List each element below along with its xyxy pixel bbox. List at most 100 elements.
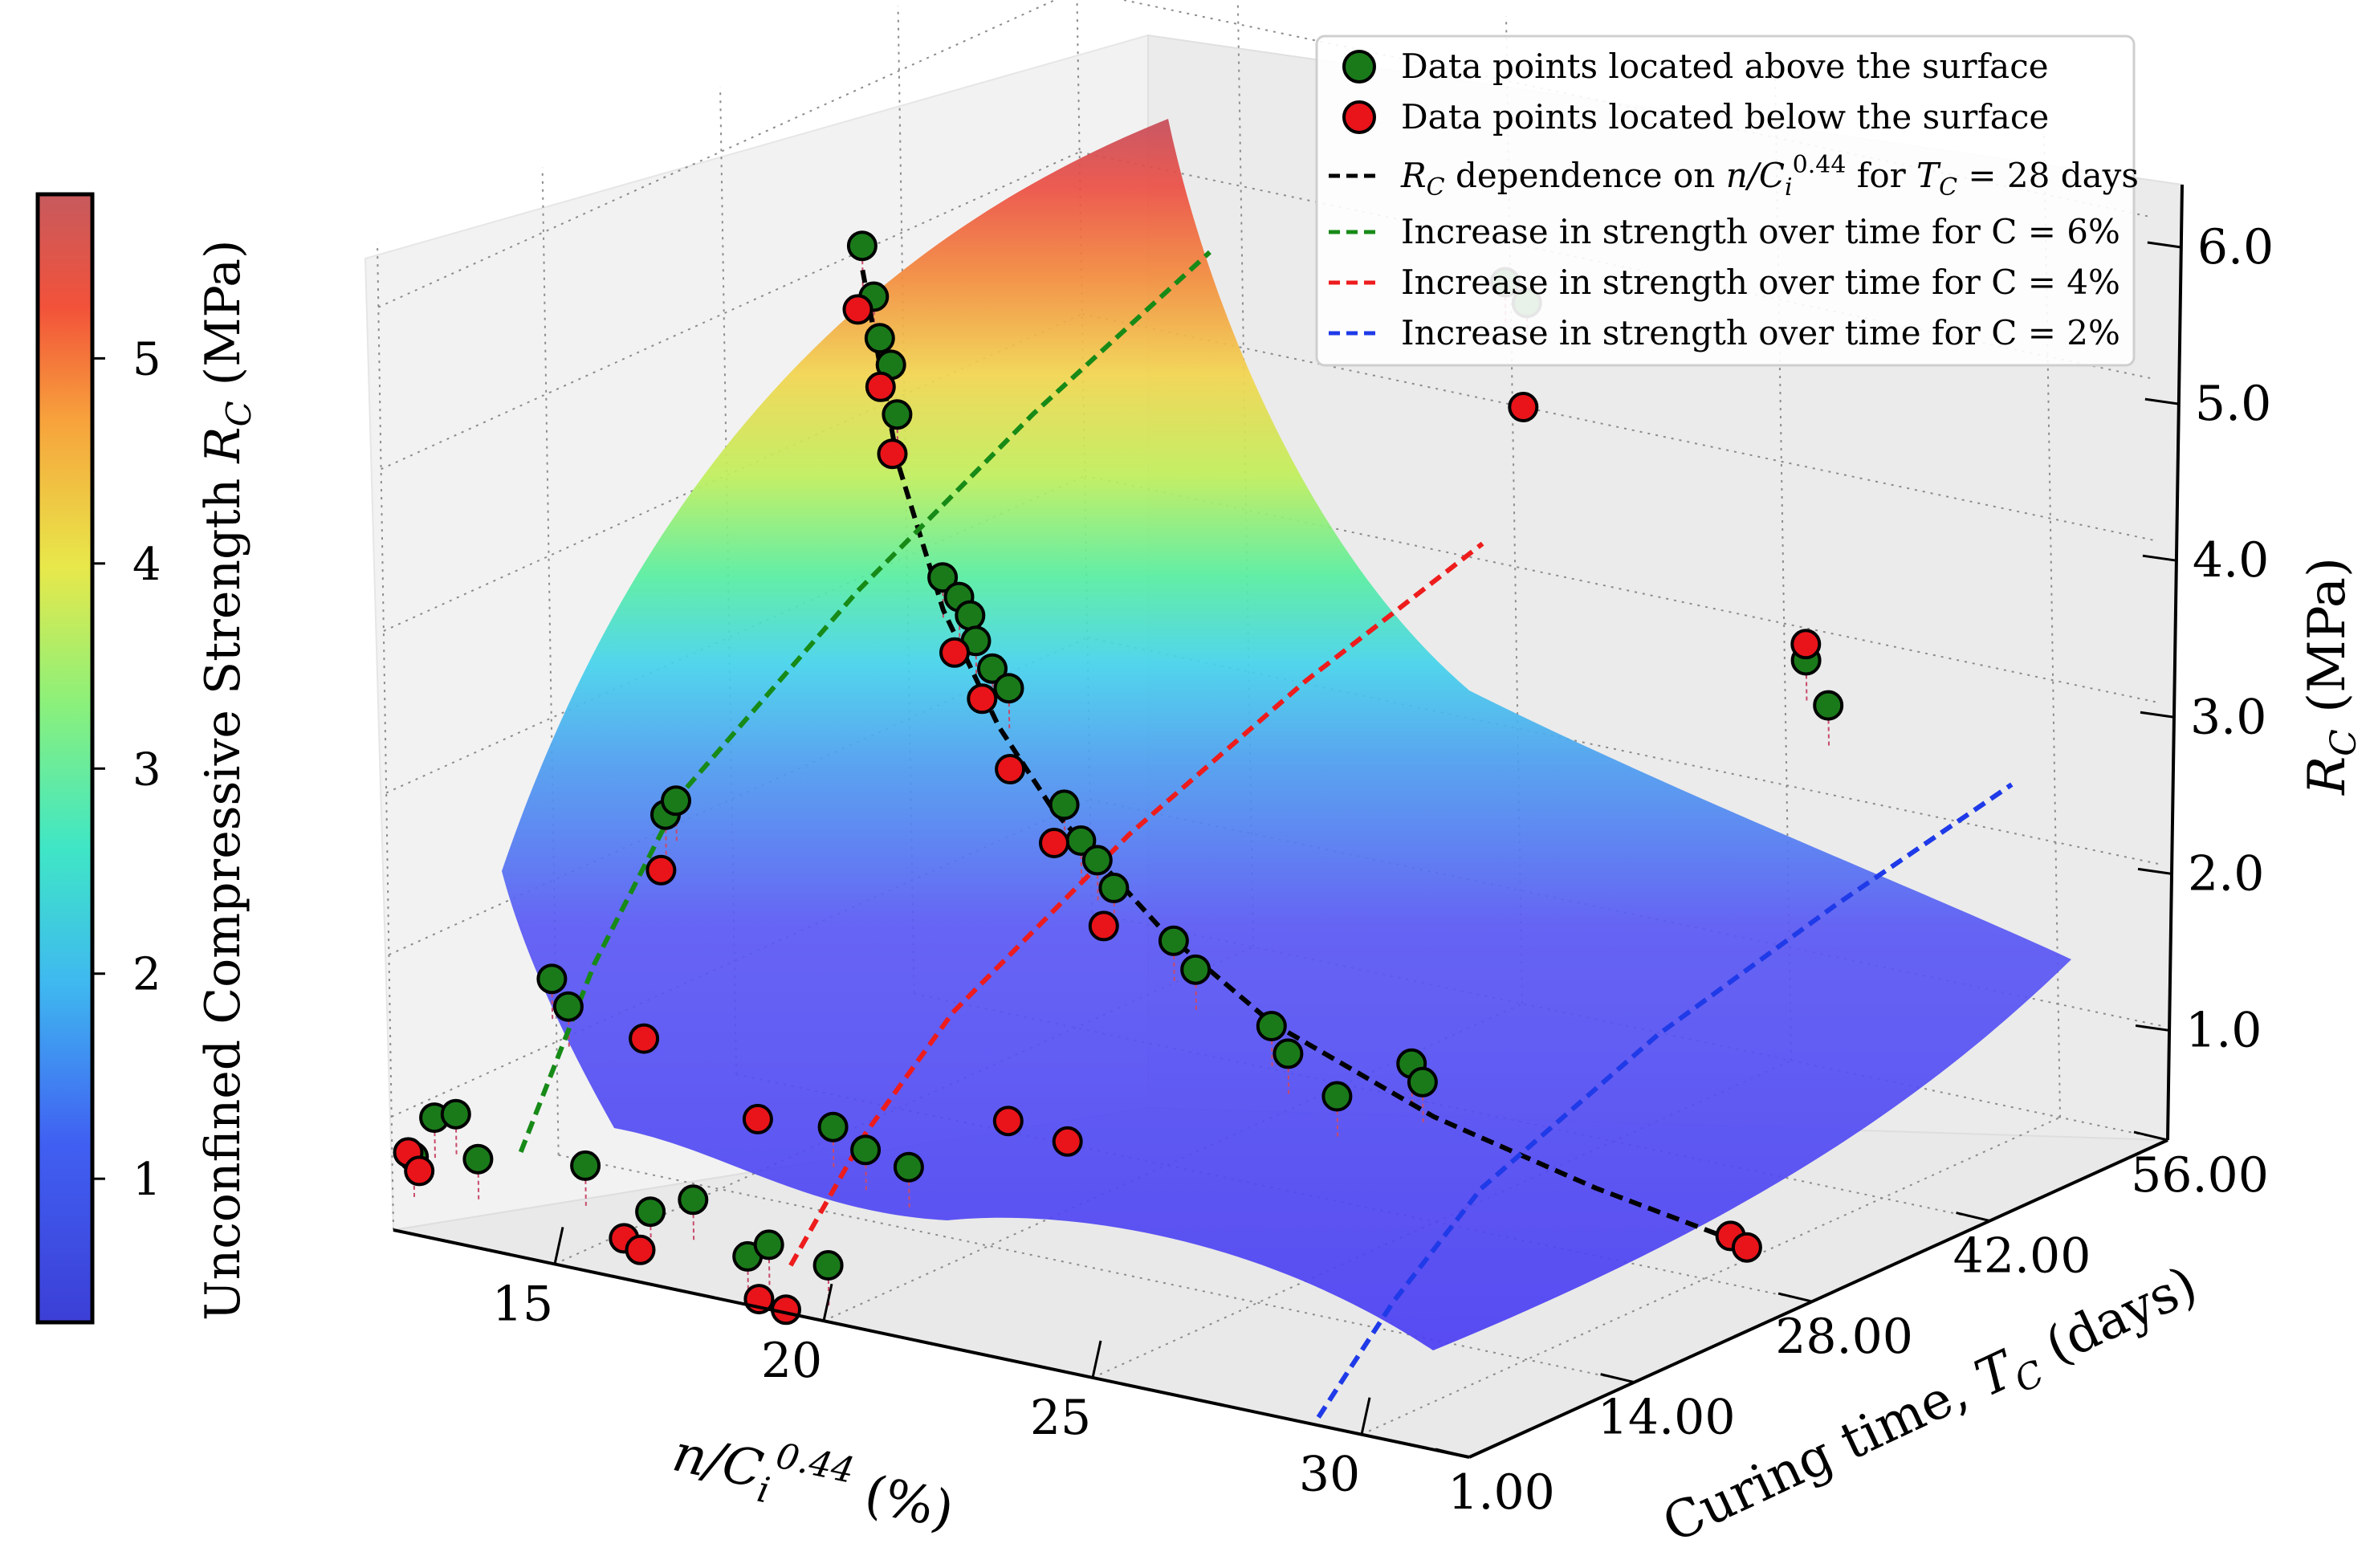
cbar-title-part-1: Unconfined Compressive Strength xyxy=(195,463,251,1321)
leg3-part-8: T xyxy=(1916,156,1941,195)
y-tick-label: 14.00 xyxy=(1598,1390,1736,1446)
y-tick-label: 28.00 xyxy=(1775,1309,1913,1365)
colorbar: 1 2 3 4 5 Unconfined Compressive Strength RC… xyxy=(35,192,259,1325)
colorbar-tick-label: 2 xyxy=(132,949,161,1001)
point-above xyxy=(1273,1038,1304,1069)
leg3-part-3: dependence on xyxy=(1445,156,1726,195)
point-above xyxy=(635,1196,666,1228)
curve-0 xyxy=(860,269,1732,1242)
colorbar-title: Unconfined Compressive Strength RC (MPa) xyxy=(195,240,259,1321)
x-tick-mark xyxy=(1360,1397,1371,1436)
x-title-part-1: n/C xyxy=(668,1423,768,1501)
legend: Data points located above the surface Da… xyxy=(1315,35,2139,367)
z-tick-label: 5.0 xyxy=(2195,376,2271,432)
point-above xyxy=(440,1098,471,1130)
legend-entry-28days: RC dependence on n/Ci0.44 for TC = 28 da… xyxy=(1329,151,2139,202)
z-tick-label: 4.0 xyxy=(2193,532,2269,589)
point-below xyxy=(877,438,908,470)
legend-text-c4: Increase in strength over time for C = 4… xyxy=(1401,263,2120,302)
point-above xyxy=(1081,845,1113,876)
point-above xyxy=(846,230,878,262)
leg3-part-1: R xyxy=(1400,156,1427,195)
legend-entry-above: Data points located above the surface xyxy=(1342,47,2049,86)
point-above xyxy=(1813,690,1844,721)
point-below xyxy=(842,294,873,325)
axis-lines xyxy=(393,184,2184,1459)
grid-floor-y xyxy=(914,992,1990,1222)
x-tick-label: 15 xyxy=(492,1276,553,1332)
z-tick-label: 3.0 xyxy=(2190,689,2266,745)
z-tick-mark xyxy=(2140,711,2175,719)
legend-box xyxy=(1315,35,2136,367)
grid-back-z xyxy=(1087,637,2164,866)
axis-ticks: 15 20 25 30 1.00 14.00 28.00 42.00 56.00 1.0 2.0 3.… xyxy=(492,219,2274,1521)
point-above xyxy=(864,323,895,354)
y-tick-label: 56.00 xyxy=(2131,1147,2269,1203)
point-above xyxy=(955,600,986,631)
point-above xyxy=(462,1143,494,1175)
point-below xyxy=(404,1155,435,1187)
legend-entry-c4: Increase in strength over time for C = 4… xyxy=(1329,263,2120,302)
z-axis-title: RC (MPa) xyxy=(2298,557,2364,796)
y-axis-line xyxy=(1468,1138,2168,1459)
z-axis-line xyxy=(2166,184,2184,1141)
point-below xyxy=(1039,828,1069,858)
point-above xyxy=(570,1150,601,1181)
point-above xyxy=(1321,1081,1353,1112)
colorbar-tick-label: 5 xyxy=(132,333,161,385)
legend-entry-below: Data points located below the surface xyxy=(1342,97,2049,136)
point-above xyxy=(1407,1066,1438,1098)
point-below xyxy=(645,854,677,886)
leg3-part-7: for xyxy=(1846,156,1916,195)
point-above xyxy=(552,991,584,1022)
point-above xyxy=(993,673,1024,704)
legend-text-28days: RC dependence on n/Ci0.44 for TC = 28 da… xyxy=(1400,151,2139,202)
z-tick-label: 6.0 xyxy=(2197,219,2274,275)
x-tick-label: 30 xyxy=(1299,1447,1360,1503)
y-tick-mark xyxy=(1435,1448,1470,1459)
z-title-part-1: R xyxy=(2298,756,2357,796)
z-title-part-3: (MPa) xyxy=(2298,557,2357,729)
legend-text-c6: Increase in strength over time for C = 6… xyxy=(1401,212,2120,251)
point-below xyxy=(1508,392,1539,422)
point-above xyxy=(753,1229,784,1261)
legend-text-above: Data points located above the surface xyxy=(1401,47,2049,86)
legend-entry-c6: Increase in strength over time for C = 6… xyxy=(1329,212,2120,251)
legend-text-c2: Increase in strength over time for C = 2… xyxy=(1401,313,2120,352)
grid-floor-y xyxy=(735,1073,1813,1303)
legend-marker-below xyxy=(1342,100,1376,134)
point-below xyxy=(1790,629,1822,660)
point-below xyxy=(629,1023,660,1054)
z-tick-label: 2.0 xyxy=(2188,845,2264,902)
legend-entry-c2: Increase in strength over time for C = 2… xyxy=(1329,313,2120,352)
point-above xyxy=(927,562,959,593)
colorbar-tick-label: 3 xyxy=(132,743,161,796)
point-above xyxy=(882,399,913,430)
point-above xyxy=(893,1151,924,1183)
z-tick-mark xyxy=(2135,1024,2170,1032)
point-below xyxy=(1088,910,1119,942)
cbar-title-part-3: C xyxy=(219,401,259,426)
cbar-title-part-2: R xyxy=(195,427,251,464)
point-above xyxy=(1180,954,1211,985)
y-title-part-1: Curing time, xyxy=(1654,1355,1991,1554)
point-above xyxy=(812,1250,844,1281)
point-below xyxy=(742,1103,773,1134)
curve-1 xyxy=(518,250,1211,1153)
z-tick-mark xyxy=(2147,241,2182,249)
point-above xyxy=(678,1184,709,1216)
point-below xyxy=(865,371,896,402)
legend-text-below: Data points located below the surface xyxy=(1401,97,2049,136)
x-tick-label: 20 xyxy=(761,1333,822,1389)
y-tick-mark xyxy=(2133,1130,2168,1142)
point-below xyxy=(967,683,998,715)
point-above xyxy=(1098,872,1130,903)
leg3-part-6: 0.44 xyxy=(1793,151,1847,179)
point-below xyxy=(939,637,970,668)
y-tick-label: 1.00 xyxy=(1448,1464,1555,1521)
y-tick-mark xyxy=(1956,1212,1990,1223)
grid-floor-y xyxy=(1091,912,2168,1141)
y-tick-label: 42.00 xyxy=(1953,1228,2091,1285)
point-above xyxy=(536,963,568,995)
